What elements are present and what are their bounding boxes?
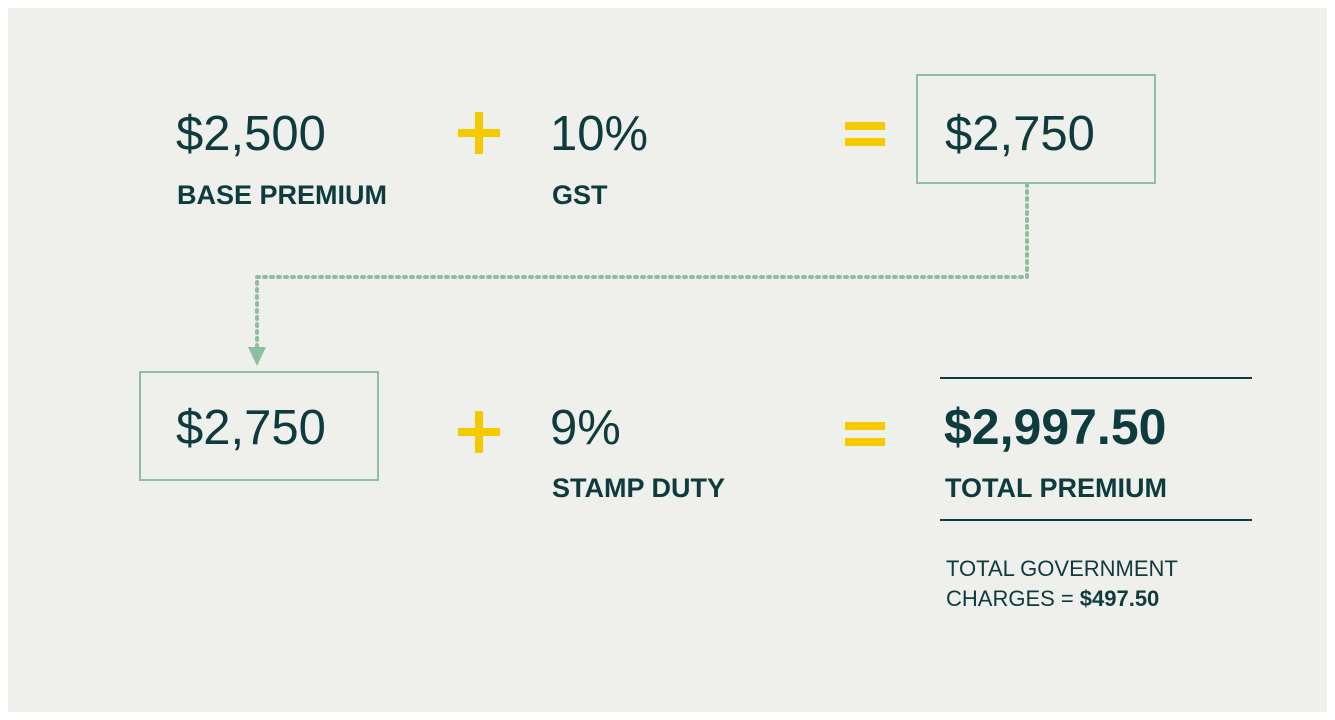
total-value: $2,997.50: [944, 399, 1166, 455]
note-amount: $497.50: [1080, 586, 1160, 611]
equals-sign: [845, 422, 885, 446]
gst-value: 10%: [550, 107, 648, 161]
stamp-duty-value: 9%: [550, 401, 621, 455]
subtotal-value: $2,750: [945, 107, 1095, 161]
arrow-head: [248, 347, 266, 366]
result-box: [916, 74, 1156, 184]
note-line: CHARGES = $497.50: [946, 586, 1159, 611]
carried-value: $2,750: [176, 401, 326, 455]
plus-sign: [458, 411, 500, 453]
note-text: CHARGES =: [946, 586, 1074, 611]
equals-sign: [845, 122, 885, 146]
stamp-duty-label: STAMP DUTY: [552, 473, 725, 503]
connector: [255, 182, 1029, 352]
note-line: TOTAL GOVERNMENT: [946, 556, 1178, 581]
base-premium-value: $2,500: [176, 107, 326, 161]
base-premium-label: BASE PREMIUM: [177, 180, 387, 210]
total-label: TOTAL PREMIUM: [945, 473, 1167, 503]
plus-sign: [458, 112, 500, 154]
carried-box: [139, 371, 379, 481]
panel: [8, 8, 1327, 712]
gst-label: GST: [552, 180, 608, 210]
